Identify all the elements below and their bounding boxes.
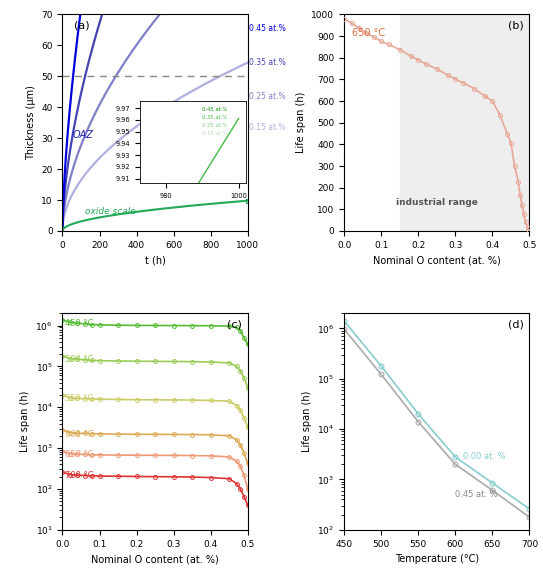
X-axis label: Temperature (°C): Temperature (°C)	[395, 554, 479, 564]
Text: 700 °C: 700 °C	[65, 471, 94, 480]
Text: 550 °C: 550 °C	[65, 394, 94, 404]
Text: 650 °C: 650 °C	[351, 28, 384, 38]
X-axis label: Nominal O content (at. %): Nominal O content (at. %)	[373, 255, 501, 265]
Text: 0.45 at.%: 0.45 at.%	[249, 24, 286, 33]
Text: 0.15 at.%: 0.15 at.%	[249, 123, 285, 132]
Text: (c): (c)	[228, 320, 242, 330]
Y-axis label: Thickness (μm): Thickness (μm)	[26, 85, 36, 160]
Text: 0.45 at. %: 0.45 at. %	[455, 490, 498, 499]
Text: 500 °C: 500 °C	[65, 356, 94, 364]
Y-axis label: Life span (h): Life span (h)	[296, 92, 306, 153]
Y-axis label: Life span (h): Life span (h)	[301, 391, 312, 452]
Text: (b): (b)	[508, 21, 524, 31]
Text: (d): (d)	[508, 320, 524, 330]
Text: oxide scale: oxide scale	[85, 207, 135, 216]
Text: 0.35 at.%: 0.35 at.%	[249, 58, 286, 67]
Text: 600 °C: 600 °C	[65, 430, 94, 439]
X-axis label: Nominal O content (at. %): Nominal O content (at. %)	[91, 554, 219, 564]
Text: 0.00 at. %: 0.00 at. %	[463, 452, 506, 461]
Text: (a): (a)	[73, 21, 89, 31]
Text: 0.25 at.%: 0.25 at.%	[249, 92, 285, 101]
Y-axis label: Life span (h): Life span (h)	[20, 391, 30, 452]
Bar	[400, 14, 529, 231]
Text: 650 °C: 650 °C	[65, 450, 94, 459]
X-axis label: t (h): t (h)	[144, 255, 166, 265]
Text: OAZ: OAZ	[73, 130, 93, 140]
Text: 450 °C: 450 °C	[65, 320, 94, 328]
Text: industrial range: industrial range	[396, 198, 478, 207]
